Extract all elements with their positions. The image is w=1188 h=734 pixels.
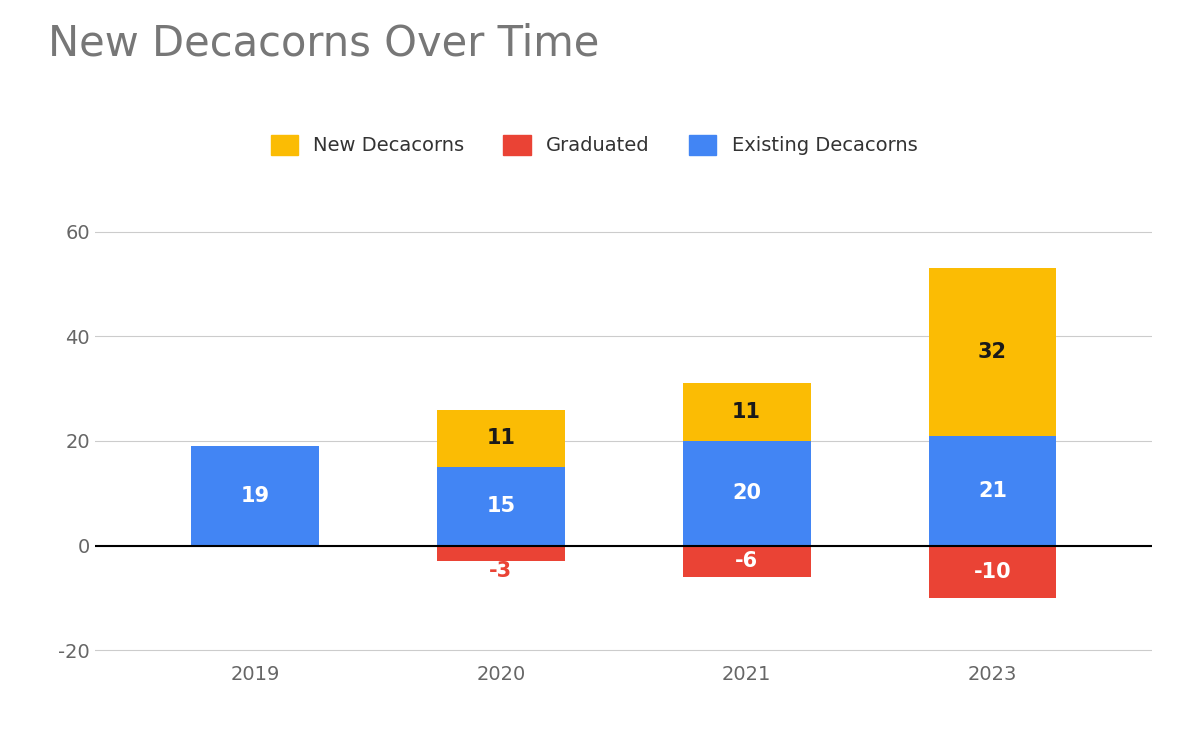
Bar	[683, 545, 810, 577]
Text: 11: 11	[486, 429, 516, 448]
Bar	[929, 269, 1056, 436]
Text: 15: 15	[486, 496, 516, 516]
Bar	[437, 545, 564, 562]
Bar	[191, 446, 318, 545]
Text: -10: -10	[974, 562, 1011, 581]
Text: 20: 20	[732, 483, 762, 504]
Bar	[683, 441, 810, 545]
Text: -6: -6	[735, 551, 758, 571]
Text: 32: 32	[978, 342, 1007, 362]
Bar	[929, 436, 1056, 545]
Text: -3: -3	[489, 561, 512, 581]
Bar	[437, 467, 564, 545]
Legend: New Decacorns, Graduated, Existing Decacorns: New Decacorns, Graduated, Existing Decac…	[263, 127, 925, 163]
Text: 11: 11	[732, 402, 762, 422]
Bar	[929, 545, 1056, 597]
Text: 19: 19	[240, 486, 270, 506]
Bar	[683, 383, 810, 441]
Bar	[437, 410, 564, 467]
Text: 21: 21	[978, 481, 1007, 501]
Text: New Decacorns Over Time: New Decacorns Over Time	[48, 22, 599, 64]
